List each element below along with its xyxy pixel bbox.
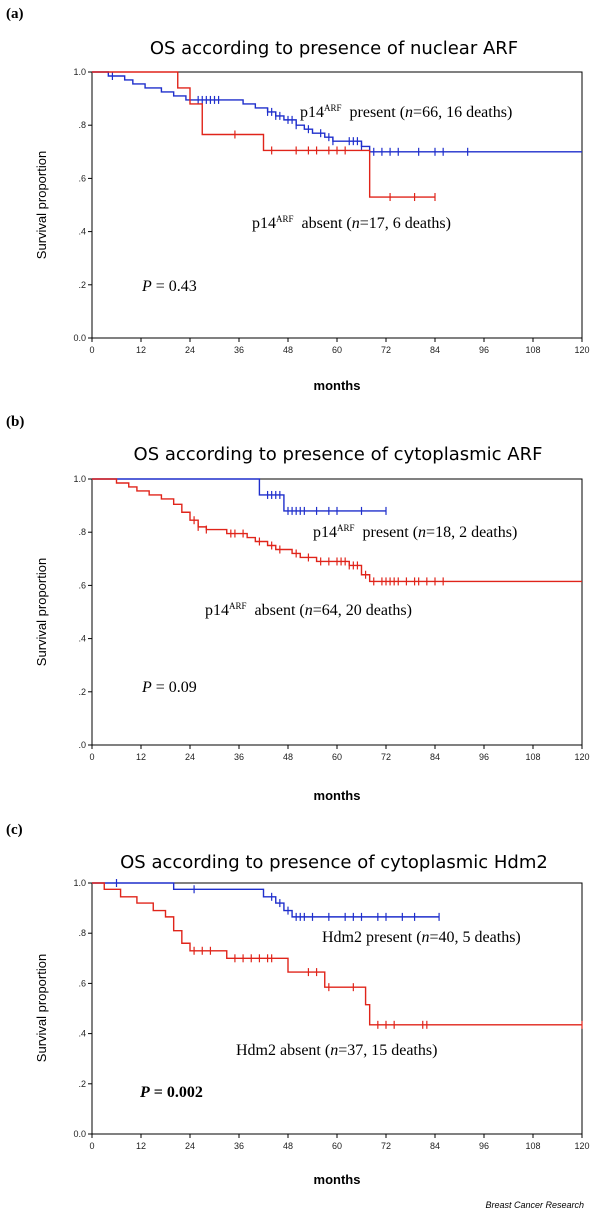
x-tick-label: 12 (136, 345, 146, 355)
y-tick-label: 0.0 (73, 1129, 86, 1139)
x-tick-label: 96 (479, 1141, 489, 1151)
x-tick-label: 108 (525, 345, 540, 355)
x-axis-label: months (314, 1172, 361, 1187)
series-label: p14ARF absent (n=17, 6 deaths) (252, 214, 451, 232)
x-tick-label: 84 (430, 752, 440, 762)
p-value: P = 0.43 (141, 278, 197, 295)
series-label: Hdm2 present (n=40, 5 deaths) (322, 929, 521, 946)
y-axis-label: Survival proportion (34, 151, 49, 259)
series-label: p14ARF absent (n=64, 20 deaths) (205, 601, 412, 619)
x-tick-label: 84 (430, 345, 440, 355)
x-tick-label: 72 (381, 752, 391, 762)
x-tick-label: 36 (234, 752, 244, 762)
y-axis-label: Survival proportion (34, 954, 49, 1062)
y-tick-label: .4 (78, 1029, 86, 1039)
x-tick-label: 48 (283, 345, 293, 355)
x-tick-label: 108 (525, 752, 540, 762)
series-line-red (92, 478, 582, 583)
p-value: P = 0.002 (139, 1084, 203, 1101)
y-tick-label: 1.0 (73, 878, 86, 888)
y-tick-label: .4 (78, 634, 86, 644)
y-tick-label: .4 (78, 227, 86, 237)
x-tick-label: 60 (332, 752, 342, 762)
x-tick-label: 96 (479, 345, 489, 355)
y-tick-label: .2 (78, 280, 86, 290)
chart-title: OS according to presence of nuclear ARF (150, 38, 518, 59)
x-tick-label: 48 (283, 752, 293, 762)
x-tick-label: 108 (525, 1141, 540, 1151)
x-tick-label: 120 (574, 345, 589, 355)
chart-panel-2: (b) OS according to presence of cytoplasm… (6, 414, 590, 803)
x-tick-label: 36 (234, 1141, 244, 1151)
x-tick-label: 24 (185, 345, 195, 355)
series-line-blue (92, 478, 386, 512)
y-tick-label: .6 (78, 978, 86, 988)
y-tick-label: .2 (78, 1079, 86, 1089)
y-axis-label: Survival proportion (34, 558, 49, 666)
x-tick-label: 120 (574, 1141, 589, 1151)
x-tick-label: 96 (479, 752, 489, 762)
y-tick-label: 0.0 (73, 333, 86, 343)
series-line-red (92, 882, 582, 1026)
y-tick-label: 1.0 (73, 67, 86, 77)
series-label: Hdm2 absent (n=37, 15 deaths) (236, 1042, 437, 1059)
series-label: p14ARF present (n=66, 16 deaths) (300, 103, 512, 121)
y-tick-label: .0 (78, 740, 86, 750)
panel-letter: (a) (6, 6, 24, 22)
x-tick-label: 24 (185, 752, 195, 762)
y-tick-label: .8 (78, 120, 86, 130)
chart-panel-1: (a) OS according to presence of nuclear A… (6, 6, 590, 393)
x-tick-label: 84 (430, 1141, 440, 1151)
series-line-blue (92, 882, 440, 918)
chart-title: OS according to presence of cytoplasmic … (134, 444, 543, 465)
x-tick-label: 60 (332, 345, 342, 355)
x-tick-label: 0 (89, 752, 94, 762)
panel-letter: (b) (6, 414, 24, 430)
y-tick-label: .8 (78, 527, 86, 537)
y-tick-label: 1.0 (73, 474, 86, 484)
x-tick-label: 24 (185, 1141, 195, 1151)
x-tick-label: 0 (89, 1141, 94, 1151)
x-tick-label: 36 (234, 345, 244, 355)
chart-panel-3: (c) OS according to presence of cytoplasm… (6, 822, 590, 1187)
x-tick-label: 120 (574, 752, 589, 762)
x-tick-label: 60 (332, 1141, 342, 1151)
chart-title: OS according to presence of cytoplasmic … (120, 852, 548, 873)
panel-letter: (c) (6, 822, 23, 838)
x-tick-label: 0 (89, 345, 94, 355)
series-line-red (92, 71, 435, 198)
x-tick-label: 72 (381, 345, 391, 355)
source-credit: Breast Cancer Research (485, 1200, 584, 1210)
x-tick-label: 72 (381, 1141, 391, 1151)
y-tick-label: .6 (78, 173, 86, 183)
p-value: P = 0.09 (141, 679, 197, 696)
x-tick-label: 12 (136, 752, 146, 762)
y-tick-label: .8 (78, 928, 86, 938)
x-tick-label: 48 (283, 1141, 293, 1151)
y-tick-label: .2 (78, 687, 86, 697)
y-tick-label: .6 (78, 580, 86, 590)
x-axis-label: months (314, 378, 361, 393)
x-axis-label: months (314, 788, 361, 803)
series-label: p14ARF present (n=18, 2 deaths) (313, 523, 517, 541)
x-tick-label: 12 (136, 1141, 146, 1151)
